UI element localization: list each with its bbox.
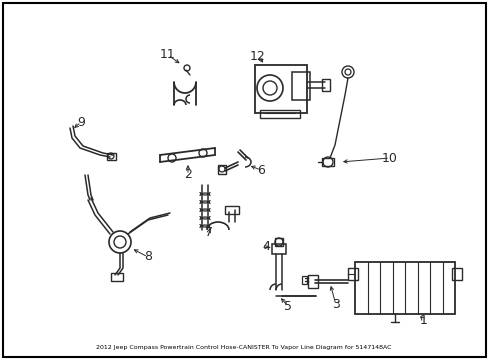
Text: 10: 10 [381, 152, 397, 165]
Text: 11: 11 [160, 49, 176, 62]
Bar [271, 244, 285, 254]
Bar [321, 158, 333, 166]
Bar [224, 206, 239, 214]
Bar [451, 268, 461, 280]
Text: 9: 9 [77, 116, 85, 129]
Bar [302, 276, 306, 284]
Text: 4: 4 [262, 240, 269, 253]
Text: 1: 1 [419, 314, 427, 327]
Bar [260, 110, 299, 118]
Bar [354, 262, 454, 314]
Bar [347, 268, 357, 280]
Bar [254, 65, 306, 113]
Text: 2: 2 [183, 168, 192, 181]
Text: 3: 3 [331, 298, 339, 311]
Bar [321, 79, 329, 91]
Text: 8: 8 [143, 251, 152, 264]
Text: 12: 12 [250, 49, 265, 63]
Bar [291, 72, 309, 100]
Bar [218, 165, 225, 174]
Bar [111, 273, 123, 281]
Bar [107, 153, 116, 160]
Bar [307, 275, 317, 288]
Text: 7: 7 [204, 225, 213, 238]
Text: 5: 5 [284, 300, 291, 312]
Bar [274, 238, 283, 246]
Text: 2012 Jeep Compass Powertrain Control Hose-CANISTER To Vapor Line Diagram for 514: 2012 Jeep Compass Powertrain Control Hos… [96, 346, 391, 351]
Text: 6: 6 [257, 163, 264, 176]
